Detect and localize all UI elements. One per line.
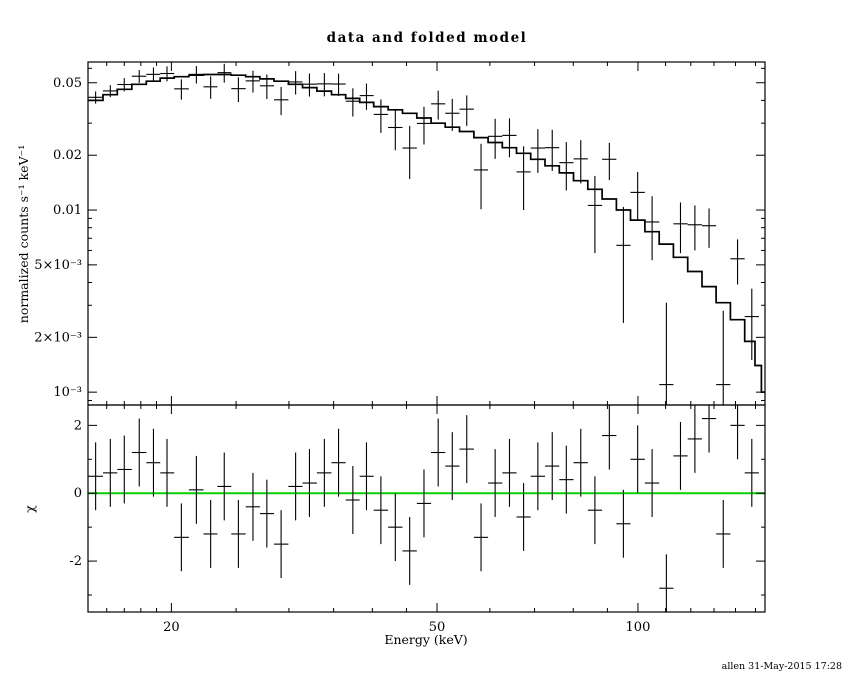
y-tick-label: 10⁻³ (53, 385, 82, 400)
top-panel-frame (87, 61, 766, 406)
x-tick-label: 50 (429, 620, 446, 635)
top-y-axis-label: normalized counts s⁻¹ keV⁻¹ (16, 145, 31, 323)
top-panel-content (88, 63, 765, 405)
axes-and-ticks: 20 50 100 0.05 0.02 0.01 5×10⁻³ 2×10⁻³ 10⁻³ -2 0 2 (34, 61, 766, 635)
x-axis-label: Energy (keV) (384, 632, 467, 647)
y-tick-label: 0 (74, 486, 82, 501)
y-tick-label: 0.01 (53, 203, 82, 218)
x-tick-label: 100 (626, 620, 651, 635)
y-tick-label: 0.05 (53, 76, 82, 91)
folded-model-line (88, 73, 765, 393)
y-tick-label: 2 (74, 418, 82, 433)
y-tick-label: 2×10⁻³ (34, 330, 82, 345)
bottom-panel-frame (87, 404, 766, 613)
y-tick-label: -2 (69, 554, 82, 569)
bottom-panel-content (88, 405, 765, 612)
bottom-y-axis-label: χ (22, 505, 37, 513)
plot-footer: allen 31-May-2015 17:28 (722, 661, 842, 672)
y-tick-label: 0.02 (53, 148, 82, 163)
plot-title: data and folded model (327, 30, 528, 46)
y-tick-label: 5×10⁻³ (34, 258, 82, 273)
x-tick-label: 20 (163, 620, 180, 635)
